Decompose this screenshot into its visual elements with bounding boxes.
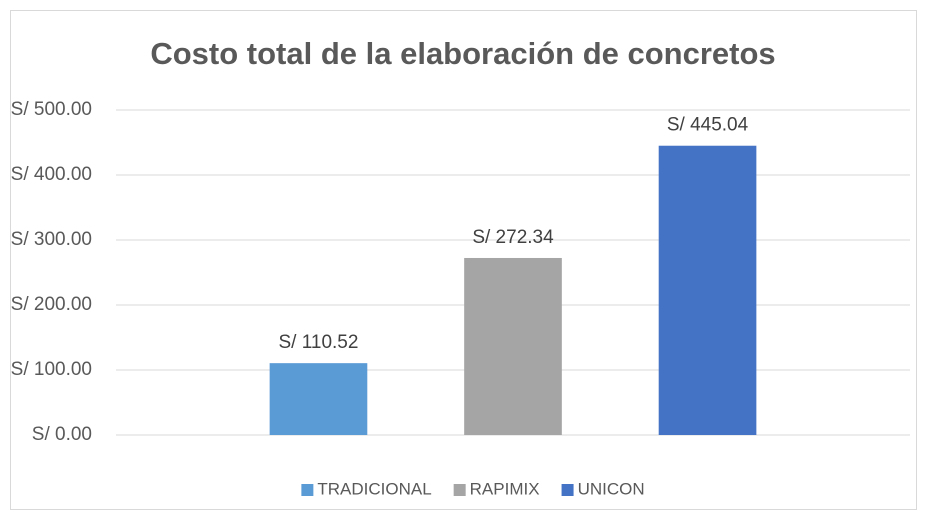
y-tick-label: S/ 0.00	[32, 424, 92, 445]
chart-title: Costo total de la elaboración de concret…	[150, 36, 775, 71]
data-label: S/ 445.04	[667, 115, 749, 136]
legend-label: TRADICIONAL	[317, 479, 431, 498]
bar	[658, 145, 757, 435]
data-label: S/ 110.52	[279, 332, 359, 353]
bar	[269, 363, 368, 435]
y-tick-label: S/ 300.00	[11, 229, 92, 250]
y-tick-label: S/ 400.00	[11, 164, 92, 185]
bar	[464, 257, 562, 435]
legend-swatch	[453, 484, 466, 496]
y-tick-label: S/ 100.00	[11, 359, 92, 380]
chart-border	[10, 10, 917, 510]
legend-label: UNICON	[578, 479, 645, 498]
legend-swatch	[301, 484, 314, 496]
data-label: S/ 272.34	[472, 227, 554, 248]
y-tick-label: S/ 500.00	[11, 99, 92, 120]
legend-swatch	[561, 484, 574, 496]
y-tick-label: S/ 200.00	[11, 294, 92, 315]
legend-label: RAPIMIX	[470, 479, 540, 498]
